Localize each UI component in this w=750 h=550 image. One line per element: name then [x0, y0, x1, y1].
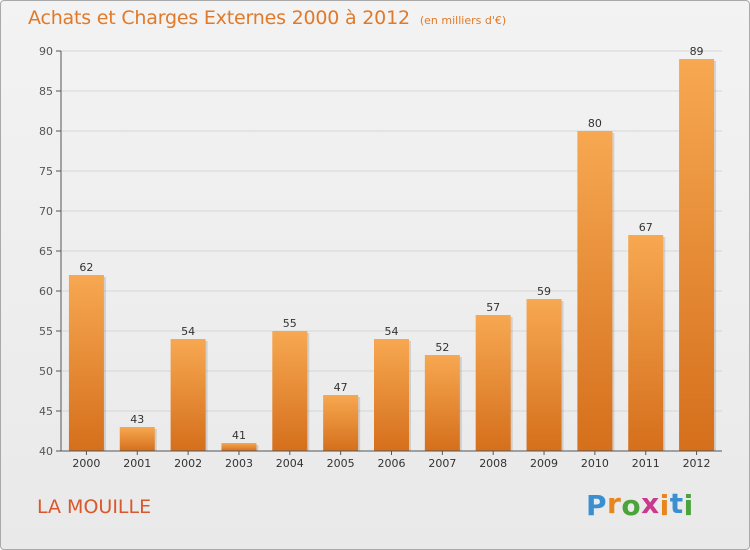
bar-2001 — [119, 427, 155, 451]
y-tick-label: 55 — [39, 325, 53, 338]
y-tick-label: 40 — [39, 445, 53, 458]
data-label: 54 — [385, 325, 399, 338]
data-label: 43 — [130, 413, 144, 426]
bar-2005 — [323, 395, 359, 451]
bar-2003 — [221, 443, 257, 451]
x-tick-label: 2004 — [276, 457, 304, 470]
bar-2002 — [170, 339, 206, 451]
y-tick-label: 85 — [39, 85, 53, 98]
data-label: 52 — [435, 341, 449, 354]
x-tick-label: 2008 — [479, 457, 507, 470]
data-labels: 62 43 54 41 55 47 54 52 57 59 80 67 89 — [79, 45, 703, 442]
x-tick-label: 2005 — [327, 457, 355, 470]
commune-name: LA MOUILLE — [37, 496, 152, 518]
bar-2012 — [679, 59, 715, 451]
x-tick-label: 2011 — [632, 457, 660, 470]
y-tick-label: 45 — [39, 405, 53, 418]
bar-2006 — [374, 339, 409, 451]
data-label: 47 — [334, 381, 348, 394]
data-label: 89 — [690, 45, 704, 58]
y-tick-label: 70 — [39, 205, 53, 218]
y-tick-label: 50 — [39, 365, 53, 378]
axes: 40 45 50 55 60 65 70 75 80 85 90 2000 2001 2002 2003 20… — [39, 45, 722, 470]
bar-2010 — [577, 131, 613, 451]
data-label: 57 — [486, 301, 500, 314]
y-tick-label: 65 — [39, 245, 53, 258]
bar-2004 — [272, 331, 308, 451]
x-tick-label: 2010 — [581, 457, 609, 470]
x-tick-label: 2009 — [530, 457, 558, 470]
bars — [68, 59, 717, 451]
data-label: 41 — [232, 429, 246, 442]
x-tick-label: 2006 — [378, 457, 406, 470]
data-label: 67 — [639, 221, 653, 234]
bar-2008 — [475, 315, 511, 451]
data-label: 80 — [588, 117, 602, 130]
x-tick-label: 2003 — [225, 457, 253, 470]
bar-2009 — [526, 299, 562, 451]
data-label: 54 — [181, 325, 195, 338]
chart-subtitle: (en milliers d'€) — [419, 14, 507, 27]
bar-2007 — [424, 355, 460, 451]
bar-2011 — [628, 235, 664, 451]
y-tick-label: 60 — [39, 285, 53, 298]
data-label: 55 — [283, 317, 297, 330]
x-tick-label: 2000 — [72, 457, 100, 470]
data-label: 59 — [537, 285, 551, 298]
data-label: 62 — [79, 261, 93, 274]
y-tick-label: 80 — [39, 125, 53, 138]
chart-header: Achats et Charges Externes 2000 à 2012 (e… — [28, 7, 506, 29]
x-tick-label: 2002 — [174, 457, 202, 470]
y-tick-label: 75 — [39, 165, 53, 178]
x-tick-label: 2001 — [123, 457, 151, 470]
y-tick-label: 90 — [39, 45, 53, 58]
chart-title: Achats et Charges Externes 2000 à 2012 — [28, 7, 410, 29]
x-tick-label: 2007 — [428, 457, 456, 470]
proxiti-logo: Proxiti — [586, 487, 694, 522]
bar-2000 — [68, 275, 104, 451]
x-tick-label: 2012 — [683, 457, 711, 470]
